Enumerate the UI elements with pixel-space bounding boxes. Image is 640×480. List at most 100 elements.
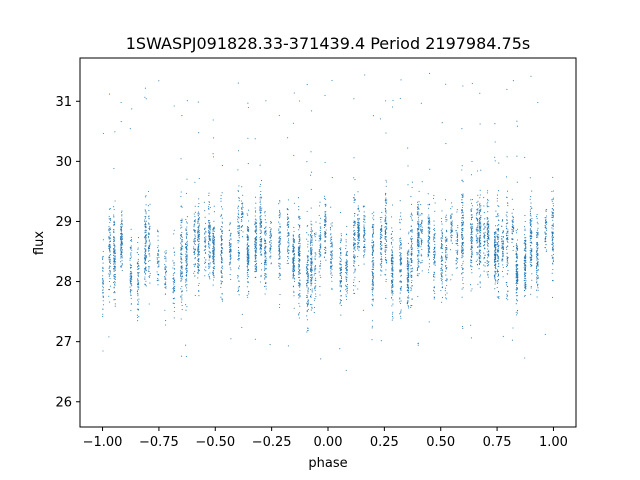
scatter-point — [156, 262, 158, 264]
scatter-point — [407, 289, 409, 291]
scatter-point — [137, 309, 139, 311]
scatter-point — [407, 265, 409, 268]
scatter-point — [147, 260, 149, 262]
scatter-point — [297, 263, 300, 265]
scatter-point — [113, 269, 115, 271]
scatter-point — [346, 286, 348, 288]
scatter-point — [470, 174, 473, 176]
scatter-point — [299, 295, 301, 297]
scatter-point — [455, 260, 457, 262]
scatter-point — [408, 233, 410, 235]
scatter-point — [286, 213, 289, 216]
scatter-point — [364, 254, 366, 256]
scatter-point — [392, 277, 394, 279]
scatter-point — [180, 247, 183, 249]
scatter-point — [279, 223, 281, 225]
scatter-point — [205, 259, 207, 261]
scatter-point — [121, 218, 123, 220]
scatter-point — [197, 231, 199, 233]
scatter-point — [411, 249, 413, 251]
scatter-point — [363, 255, 365, 257]
scatter-point — [197, 213, 199, 215]
scatter-point — [418, 240, 420, 242]
scatter-point — [164, 255, 166, 257]
scatter-point — [450, 221, 452, 223]
scatter-point — [213, 258, 215, 260]
scatter-point — [340, 277, 342, 279]
scatter-point — [445, 280, 447, 282]
scatter-point — [147, 235, 150, 238]
scatter-point — [265, 288, 267, 290]
scatter-point — [113, 247, 115, 249]
scatter-point — [279, 293, 281, 296]
scatter-point — [113, 244, 115, 246]
scatter-point — [381, 253, 383, 255]
scatter-point — [399, 260, 401, 262]
scatter-point — [311, 307, 313, 309]
scatter-point — [113, 255, 115, 257]
scatter-point — [102, 250, 104, 253]
scatter-point — [130, 256, 132, 258]
scatter-point — [428, 72, 431, 74]
scatter-point — [429, 242, 431, 244]
scatter-point — [186, 243, 188, 246]
scatter-point — [446, 278, 448, 281]
scatter-point — [238, 258, 240, 260]
scatter-point — [358, 229, 360, 231]
scatter-point — [311, 262, 313, 264]
scatter-point — [145, 245, 147, 247]
scatter-point — [306, 264, 308, 266]
scatter-point — [109, 271, 111, 273]
scatter-point — [246, 286, 248, 288]
scatter-point — [138, 267, 140, 270]
scatter-point — [298, 265, 300, 267]
scatter-point — [246, 278, 248, 280]
scatter-point — [247, 226, 249, 228]
scatter-point — [357, 207, 360, 209]
scatter-point — [197, 222, 199, 224]
scatter-point — [385, 238, 387, 241]
scatter-point — [362, 221, 364, 223]
scatter-point — [353, 215, 356, 217]
scatter-point — [420, 214, 422, 216]
scatter-point — [318, 214, 320, 217]
scatter-point — [391, 294, 393, 296]
scatter-point — [102, 267, 104, 270]
scatter-point — [113, 167, 115, 170]
scatter-point — [310, 264, 312, 266]
scatter-point — [411, 305, 413, 307]
scatter-point — [238, 232, 240, 234]
scatter-point — [363, 251, 365, 253]
scatter-point — [181, 241, 183, 243]
scatter-point — [407, 264, 410, 266]
scatter-point — [418, 235, 420, 237]
scatter-point — [293, 267, 296, 269]
scatter-point — [194, 275, 196, 277]
scatter-point — [213, 252, 215, 254]
scatter-point — [185, 272, 187, 274]
scatter-point — [407, 184, 409, 186]
scatter-point — [310, 242, 312, 244]
scatter-point — [221, 267, 223, 269]
scatter-point — [320, 263, 322, 265]
scatter-point — [255, 244, 258, 246]
scatter-point — [265, 282, 267, 284]
scatter-point — [311, 273, 313, 276]
scatter-point — [260, 226, 262, 228]
scatter-point — [102, 279, 104, 281]
scatter-point — [254, 218, 256, 220]
scatter-point — [248, 263, 250, 265]
scatter-point — [172, 302, 174, 304]
scatter-point — [114, 131, 116, 133]
scatter-point — [208, 226, 210, 228]
scatter-point — [408, 254, 410, 256]
scatter-point — [329, 258, 332, 260]
scatter-point — [411, 243, 413, 245]
scatter-point — [248, 228, 250, 230]
scatter-point — [314, 236, 316, 238]
scatter-point — [240, 200, 242, 202]
scatter-point — [372, 250, 374, 252]
scatter-point — [208, 203, 210, 206]
scatter-point — [298, 209, 300, 211]
scatter-point — [237, 277, 239, 279]
